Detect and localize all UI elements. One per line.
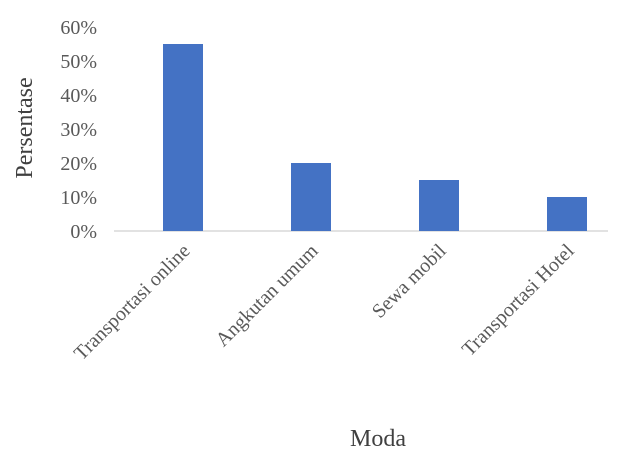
bars: [163, 44, 587, 231]
y-tick-label: 10%: [60, 187, 97, 209]
y-tick-label: 20%: [60, 153, 97, 175]
bar-sewa-mobil: [419, 180, 459, 231]
y-axis-title: Persentase: [12, 77, 38, 178]
bar-transportasi-hotel: [547, 197, 587, 231]
y-axis-ticks: 0% 10% 20% 30% 40% 50% 60%: [60, 17, 97, 243]
y-tick-label: 50%: [60, 51, 97, 73]
x-tick-label: Angkutan umum: [212, 240, 323, 351]
x-axis-title: Moda: [350, 426, 406, 450]
y-tick-label: 30%: [60, 119, 97, 141]
y-tick-label: 40%: [60, 85, 97, 107]
x-tick-label: Sewa mobil: [368, 240, 451, 323]
x-tick-label: Transportasi online: [70, 240, 195, 365]
bar-angkutan-umum: [291, 163, 331, 231]
x-tick-label: Transportasi Hotel: [458, 240, 579, 361]
y-tick-label: 0%: [70, 221, 97, 243]
x-axis-ticks: Transportasi online Angkutan umum Sewa mob…: [70, 240, 579, 365]
y-tick-label: 60%: [60, 17, 97, 39]
bar-transportasi-online: [163, 44, 203, 231]
